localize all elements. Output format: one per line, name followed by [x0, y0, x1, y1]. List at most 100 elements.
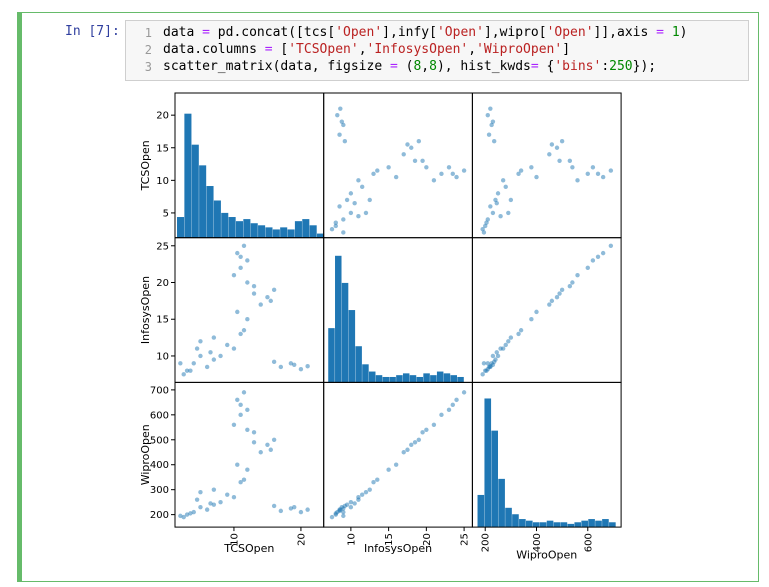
scatter-point [420, 158, 425, 163]
scatter-point [498, 213, 503, 219]
scatter-point [488, 106, 493, 111]
scatter-point [268, 298, 273, 304]
hist-bar [362, 364, 369, 383]
hist-bar [416, 376, 424, 383]
scatter-point [495, 191, 501, 196]
scatter-point [508, 335, 514, 340]
y-tick-label: 500 [150, 435, 169, 446]
scatter-point [490, 119, 496, 124]
hist-bar [309, 225, 317, 238]
hist-bar [430, 375, 437, 383]
code-token: 'Open' [546, 25, 594, 40]
scatter-point [575, 178, 580, 183]
code-token: 8 [413, 59, 422, 74]
scatter-point [363, 210, 369, 216]
scatter-point [401, 152, 406, 157]
scatter-point [225, 492, 230, 497]
scatter-point [567, 283, 573, 289]
scatter-point [181, 372, 186, 377]
scatter-point [409, 442, 414, 447]
scatter-point [238, 479, 243, 485]
scatter-point [405, 447, 410, 452]
notebook-cell[interactable] [17, 12, 759, 582]
scatter-point [341, 513, 346, 519]
hist-bar [402, 373, 410, 383]
code-token: : [601, 59, 610, 74]
code-token: = [530, 59, 539, 74]
y-tick-label: 700 [150, 385, 169, 396]
hist-bar [477, 494, 485, 528]
scatter-point [288, 506, 294, 511]
scatter-point [278, 364, 284, 370]
code-token: data [163, 25, 203, 40]
hist-bar [265, 227, 273, 238]
scatter-point [393, 174, 399, 180]
scatter-point [235, 462, 240, 467]
scatter-point [450, 171, 455, 177]
hist-bar [574, 522, 582, 528]
code-token: 'bins' [554, 59, 602, 74]
scatter-point [211, 487, 217, 492]
scatter-point [484, 220, 489, 225]
scatter-point [495, 353, 501, 359]
hist-bar [436, 371, 444, 383]
scatter-point [238, 254, 243, 259]
scatter-point [198, 353, 203, 359]
y-tick-label: 20 [156, 278, 169, 289]
scatter-point [292, 504, 297, 510]
scatter-point [503, 342, 508, 348]
scatter-point [600, 174, 606, 180]
hist-bar [287, 229, 295, 238]
scatter-point [371, 479, 376, 485]
code-token: data.columns [163, 42, 265, 57]
scatter-point [329, 227, 335, 232]
hist-bar [368, 371, 376, 383]
code-token: 250 [609, 59, 633, 74]
scatter-point [337, 132, 342, 137]
x-axis-label: WiproOpen [516, 549, 577, 562]
scatter-point [211, 357, 217, 362]
code-editor[interactable]: 1 data = pd.concat([tcs['Open'],infy['Ope… [125, 20, 749, 81]
scatter-point [518, 328, 524, 333]
code-token: , [421, 59, 430, 74]
hist-bar [294, 221, 302, 238]
scatter-point [305, 507, 310, 512]
scatter-point [335, 112, 340, 118]
scatter-point [348, 191, 354, 196]
cell-frame [174, 237, 325, 383]
hist-bar [532, 522, 540, 528]
scatter-point [271, 503, 277, 509]
code-token: [ [272, 42, 289, 57]
code-token: = [389, 59, 398, 74]
y-tick-label: 15 [156, 315, 169, 326]
scatter-point [595, 254, 601, 259]
scatter-point [288, 361, 294, 366]
scatter-point [559, 139, 565, 144]
hist-bar [525, 520, 533, 528]
code-token: ],infy[ [382, 25, 437, 40]
scatter-point [446, 407, 452, 413]
scatter-point [359, 184, 365, 190]
scatter-point [557, 291, 562, 296]
y-tick-label: 20 [156, 111, 169, 122]
hist-bar [228, 217, 236, 238]
scatter-point [503, 184, 508, 190]
code-token: 'InfosysOpen' [366, 42, 469, 57]
scatter-point [491, 359, 497, 365]
hist-bar [317, 233, 325, 238]
scatter-point [191, 509, 196, 515]
cell-frame [323, 92, 473, 239]
scatter-point [204, 364, 210, 370]
scatter-point [549, 142, 555, 147]
scatter-point [348, 504, 354, 510]
scatter-point [412, 158, 418, 163]
scatter-point [356, 213, 361, 219]
scatter-point [570, 280, 575, 285]
scatter-point [258, 302, 263, 307]
hist-bar [235, 221, 244, 238]
scatter-point [420, 430, 425, 435]
scatter-point [245, 407, 250, 413]
hist-bar [409, 375, 417, 383]
scatter-point [590, 165, 596, 170]
scatter-point [534, 309, 539, 315]
